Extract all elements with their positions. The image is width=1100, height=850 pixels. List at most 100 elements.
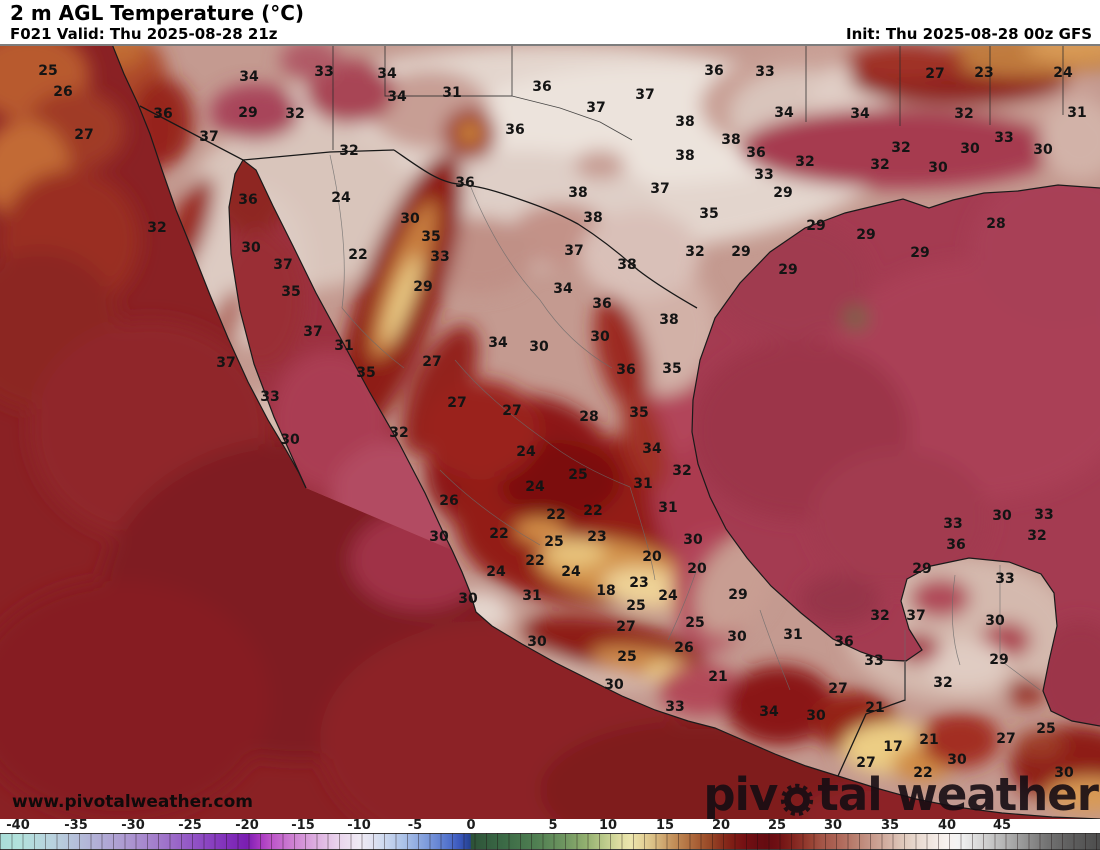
station-temp-label: 38 — [583, 210, 602, 226]
station-temp-label: 30 — [1033, 142, 1053, 158]
station-temp-label: 36 — [704, 63, 723, 79]
station-temp-label: 38 — [675, 114, 694, 130]
station-temp-label: 24 — [525, 479, 545, 495]
station-temp-label: 26 — [439, 493, 458, 509]
station-temp-label: 37 — [586, 100, 605, 116]
station-temp-label: 36 — [153, 106, 172, 122]
station-temp-label: 35 — [356, 365, 375, 381]
state-borders-us — [332, 46, 1064, 150]
station-temp-label: 20 — [687, 561, 707, 577]
station-temp-label: 25 — [568, 467, 587, 483]
colorbar-tick-label: 0 — [466, 818, 476, 833]
station-temp-label: 38 — [659, 312, 678, 328]
station-temp-label: 32 — [795, 154, 814, 170]
station-temp-label: 33 — [260, 389, 279, 405]
station-temp-label: 27 — [447, 395, 466, 411]
station-temp-label: 33 — [1034, 507, 1053, 523]
colorbar-tick-label: -10 — [347, 818, 371, 833]
station-temp-label: 37 — [216, 355, 235, 371]
station-temp-label: 30 — [429, 529, 449, 545]
station-temp-label: 38 — [568, 185, 587, 201]
station-temp-label: 31 — [633, 476, 652, 492]
station-temp-label: 24 — [486, 564, 506, 580]
station-temp-label: 38 — [675, 148, 694, 164]
station-temp-label: 25 — [544, 534, 563, 550]
colorbar-tick-label: 10 — [598, 818, 618, 833]
station-temp-label: 30 — [928, 160, 948, 176]
station-temp-label: 30 — [683, 532, 703, 548]
station-temp-label: 28 — [986, 216, 1005, 232]
station-temp-label: 29 — [778, 262, 797, 278]
station-temp-label: 29 — [413, 279, 432, 295]
state-borders-mexico — [329, 154, 1041, 700]
station-temp-label: 23 — [629, 575, 648, 591]
station-temp-label: 36 — [592, 296, 611, 312]
station-temp-label: 30 — [280, 432, 300, 448]
header: 2 m AGL Temperature (°C) F021 Valid: Thu… — [0, 0, 1100, 44]
station-temp-label: 27 — [616, 619, 635, 635]
station-temp-label: 30 — [947, 752, 967, 768]
station-temp-label: 30 — [1054, 765, 1074, 781]
station-temp-label: 37 — [273, 257, 292, 273]
station-temp-label: 30 — [960, 141, 980, 157]
station-temp-label: 34 — [850, 106, 870, 122]
station-temp-label: 20 — [642, 549, 662, 565]
page-title: 2 m AGL Temperature (°C) — [10, 1, 305, 25]
station-temp-label: 18 — [596, 583, 615, 599]
station-temp-label: 34 — [774, 105, 794, 121]
station-temp-label: 33 — [665, 699, 684, 715]
station-temp-label: 27 — [996, 731, 1015, 747]
station-temp-label: 36 — [455, 175, 474, 191]
station-temp-label: 30 — [529, 339, 549, 355]
station-temp-label: 30 — [400, 211, 420, 227]
station-temp-label: 32 — [891, 140, 910, 156]
colorbar-tick-labels: -40 -35 -30 -25 -20 -15 -10 -5 0 5 10 15 20 25 30 35 40 4… — [0, 819, 1100, 833]
station-temp-label: 36 — [505, 122, 524, 138]
colorbar-tick-label: 45 — [992, 818, 1012, 833]
station-temp-label: 30 — [241, 240, 261, 256]
colorbar-tick-label: 15 — [655, 818, 675, 833]
station-temp-label: 27 — [925, 66, 944, 82]
station-temp-label: 33 — [754, 167, 773, 183]
station-temp-label: 24 — [1053, 65, 1073, 81]
station-temp-label: 34 — [377, 66, 397, 82]
station-temp-label: 32 — [285, 106, 304, 122]
station-temp-label: 36 — [746, 145, 765, 161]
station-temp-label: 29 — [773, 185, 792, 201]
station-temp-label: 21 — [865, 700, 884, 716]
watermark-url: www.pivotalweather.com — [12, 792, 254, 812]
station-temp-label: 31 — [1067, 105, 1086, 121]
gear-icon — [781, 783, 814, 816]
station-temp-label: 33 — [864, 653, 883, 669]
station-temp-label: 30 — [985, 613, 1005, 629]
pivotal-weather-logo: piv tal weather — [703, 768, 1099, 821]
colorbar-tick-label: -40 — [6, 818, 30, 833]
station-temp-label: 29 — [806, 218, 825, 234]
station-temp-label: 23 — [587, 529, 606, 545]
station-temp-label: 30 — [727, 629, 747, 645]
station-temp-label: 26 — [53, 84, 72, 100]
station-temp-label: 35 — [662, 361, 681, 377]
station-temp-label: 36 — [834, 634, 853, 650]
station-temp-label: 32 — [672, 463, 691, 479]
station-temp-label: 30 — [527, 634, 547, 650]
station-temp-label: 32 — [1027, 528, 1046, 544]
logo-text-after: tal weather — [817, 768, 1099, 821]
station-temp-label: 28 — [579, 409, 598, 425]
station-temp-label: 36 — [616, 362, 635, 378]
station-temp-label: 32 — [933, 675, 952, 691]
station-temp-label: 29 — [856, 227, 875, 243]
station-temp-label: 35 — [421, 229, 440, 245]
station-temp-label: 37 — [650, 181, 669, 197]
station-temp-label: 34 — [488, 335, 508, 351]
station-temp-label: 24 — [516, 444, 536, 460]
station-temp-label: 30 — [590, 329, 610, 345]
station-temp-label: 27 — [502, 403, 521, 419]
station-temp-label: 38 — [721, 132, 740, 148]
colorbar-tick-label: 25 — [767, 818, 787, 833]
station-temp-label: 33 — [994, 130, 1013, 146]
station-temp-label: 27 — [856, 755, 875, 771]
station-temp-label: 31 — [783, 627, 802, 643]
